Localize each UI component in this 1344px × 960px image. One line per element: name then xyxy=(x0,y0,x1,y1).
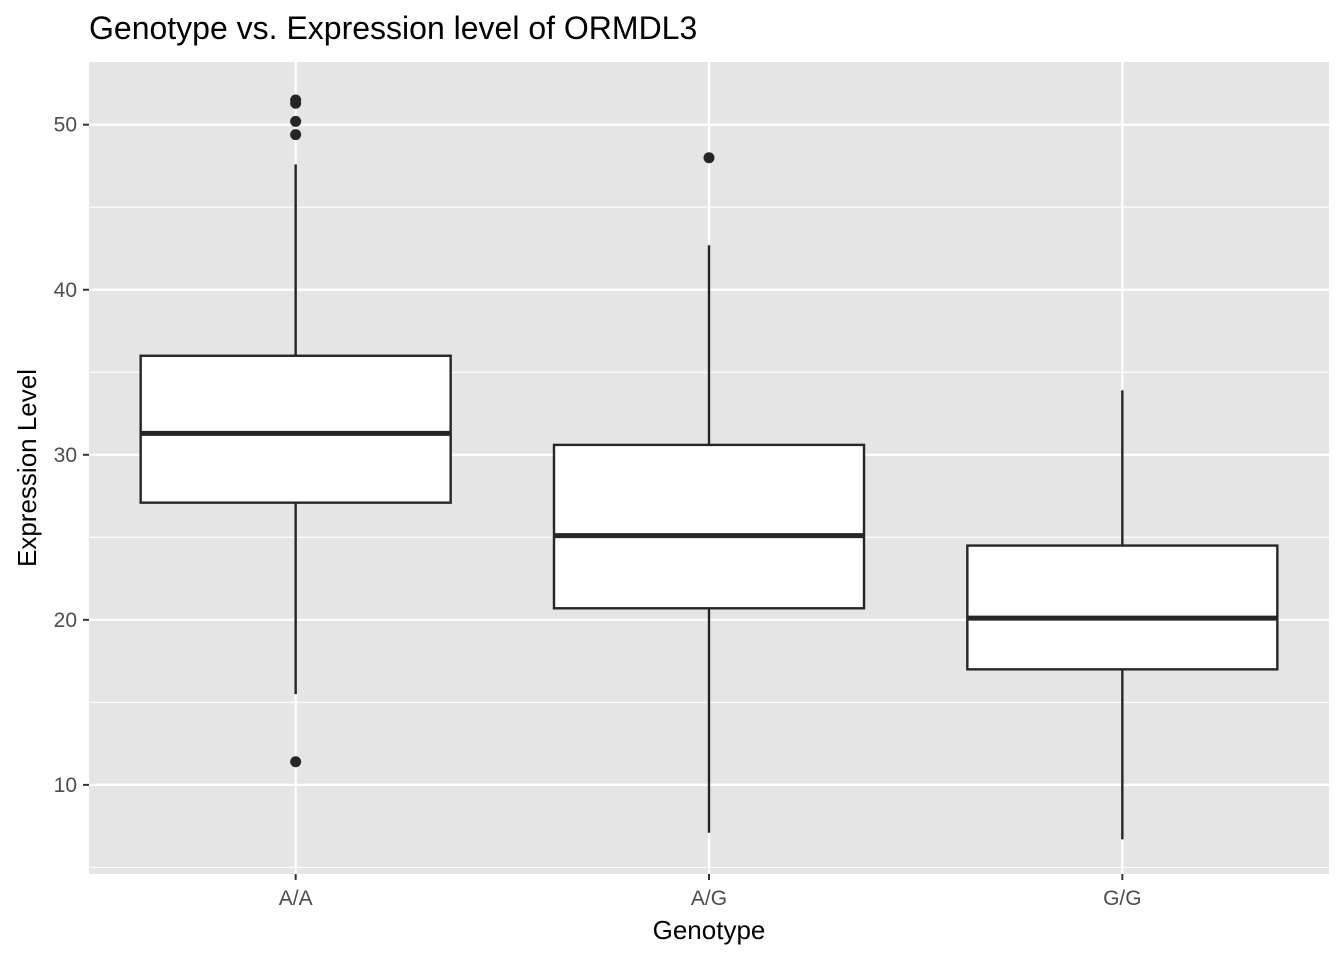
y-tick-label: 50 xyxy=(54,114,77,137)
x-tick-label: A/G xyxy=(691,887,727,910)
outlier-point xyxy=(290,97,302,109)
iqr-box xyxy=(966,544,1279,671)
y-tick-label: 10 xyxy=(54,774,77,797)
outlier-point xyxy=(290,115,302,127)
y-tick-label: 40 xyxy=(54,279,77,302)
x-axis-label: Genotype xyxy=(653,915,766,945)
iqr-box xyxy=(139,354,452,504)
outlier-point xyxy=(703,152,715,164)
x-tick-label: G/G xyxy=(1103,887,1142,910)
iqr-box xyxy=(552,443,866,610)
box-group-GG xyxy=(966,390,1279,840)
y-tick-label: 20 xyxy=(54,609,77,632)
outlier-point xyxy=(290,129,302,141)
y-tick-label: 30 xyxy=(54,444,77,467)
y-axis-ticks: 10 20 30 40 50 xyxy=(54,114,89,797)
x-tick-label: A/A xyxy=(279,887,313,910)
box-group-AA xyxy=(139,94,452,768)
x-axis-ticks: A/A A/G G/G xyxy=(279,874,1142,910)
chart-title: Genotype vs. Expression level of ORMDL3 xyxy=(89,10,697,46)
box-group-AG xyxy=(552,152,866,833)
y-axis-label: Expression Level xyxy=(12,369,42,567)
boxes xyxy=(139,94,1279,840)
outlier-point xyxy=(290,756,302,768)
